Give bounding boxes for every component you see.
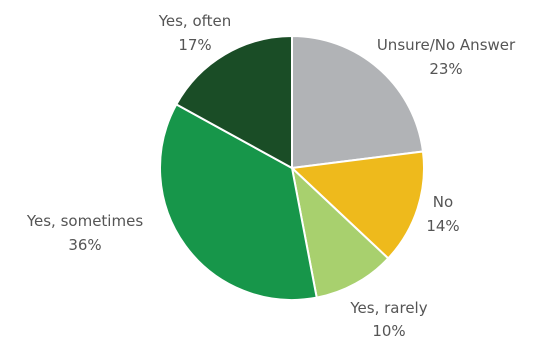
slice-value-label-yes-rarely: 10% [372,322,405,339]
pie-slice-no [289,150,425,260]
pie-slices [159,34,425,301]
pie-slice-unsure-no-answer [291,34,425,170]
slice-name-label-unsure-no-answer: Unsure/No Answer [377,36,516,54]
slice-value-label-no: 14% [426,217,459,235]
pie-slice-yes-sometimes [159,103,318,301]
slice-value-label-yes-often: 17% [178,36,211,54]
pie-labels: Unsure/No Answer 23% No 14% Yes, rarely 10% Ye… [26,12,516,339]
pie-slice-yes-rarely [290,165,390,299]
slice-name-label-no: No [433,193,453,211]
slice-name-label-yes-sometimes: Yes, sometimes [26,212,143,230]
slice-name-label-yes-often: Yes, often [158,12,232,30]
slice-name-label-yes-rarely: Yes, rarely [349,299,427,317]
pie-slice-yes-often [174,34,293,170]
slice-value-label-yes-sometimes: 36% [68,236,101,254]
slice-value-label-unsure-no-answer: 23% [429,60,462,78]
